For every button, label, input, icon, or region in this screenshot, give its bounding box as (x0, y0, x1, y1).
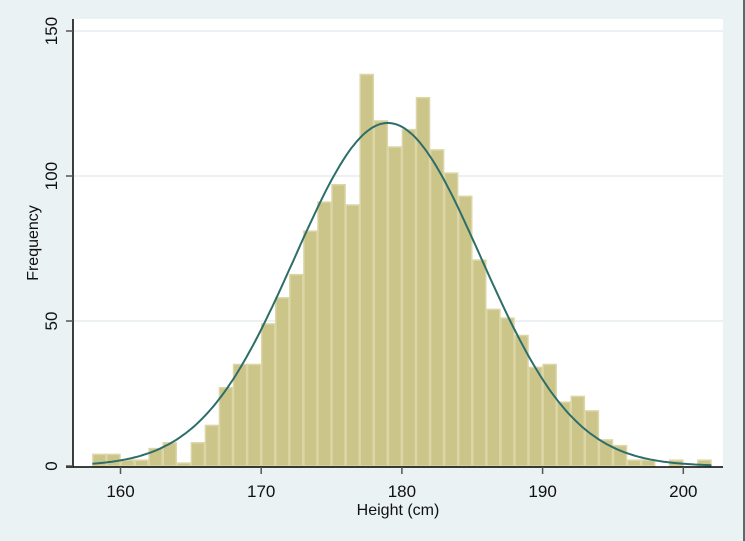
histogram-bar (359, 73, 375, 467)
x-tick-label: 170 (247, 482, 275, 501)
histogram-bar (134, 459, 149, 467)
histogram-bar (556, 401, 571, 467)
histogram-bar (500, 317, 515, 467)
histogram-bar (232, 363, 248, 467)
histogram-bar (570, 395, 586, 467)
frame-border (743, 0, 745, 541)
histogram-bar (289, 273, 304, 467)
histogram-bar (218, 386, 234, 467)
histogram-bar (640, 459, 656, 467)
x-tick-label: 160 (106, 482, 134, 501)
histogram-bar (626, 459, 642, 467)
histogram-bar (542, 363, 557, 467)
histogram-bar (92, 453, 107, 467)
y-tick-label: 50 (42, 312, 61, 331)
histogram-bar (345, 204, 360, 467)
x-tick-label: 200 (669, 482, 697, 501)
histogram-bar (275, 297, 290, 467)
normal-density-curve (92, 121, 712, 467)
histogram-bar (260, 323, 276, 467)
histogram-bar (331, 183, 346, 467)
histogram-bar (373, 120, 389, 467)
histogram-bar (190, 442, 206, 467)
histogram-bar (246, 363, 262, 467)
y-tick-label: 0 (42, 461, 61, 470)
histogram-bar (415, 96, 431, 467)
histogram-bars (92, 73, 712, 467)
x-tick-label: 190 (528, 482, 556, 501)
histogram-bar (443, 172, 459, 467)
y-axis-ticks: 0 50 100 150 (42, 17, 73, 471)
histogram-bar (317, 201, 332, 467)
histogram-bar (697, 459, 712, 467)
y-axis-title: Frequency (25, 205, 42, 281)
y-tick-label: 100 (42, 162, 61, 190)
histogram-bar (401, 128, 417, 467)
histogram-bar (176, 462, 192, 467)
histogram-bar (472, 259, 487, 467)
histogram-bar (457, 195, 473, 467)
histogram-bar (148, 447, 163, 467)
histogram-bar (429, 149, 445, 467)
histogram-bar (120, 459, 135, 467)
histogram-bar (486, 308, 501, 467)
axes (66, 19, 723, 468)
x-tick-label: 180 (388, 482, 416, 501)
histogram-bar (514, 334, 529, 467)
x-axis-ticks: 160 170 180 190 200 (106, 467, 697, 501)
histogram-bar (204, 424, 220, 467)
x-axis-title: Height (cm) (357, 502, 440, 519)
histogram-bar (387, 146, 403, 467)
y-tick-label: 150 (42, 17, 61, 45)
histogram-bar (528, 366, 543, 467)
histogram-bar (303, 230, 318, 467)
